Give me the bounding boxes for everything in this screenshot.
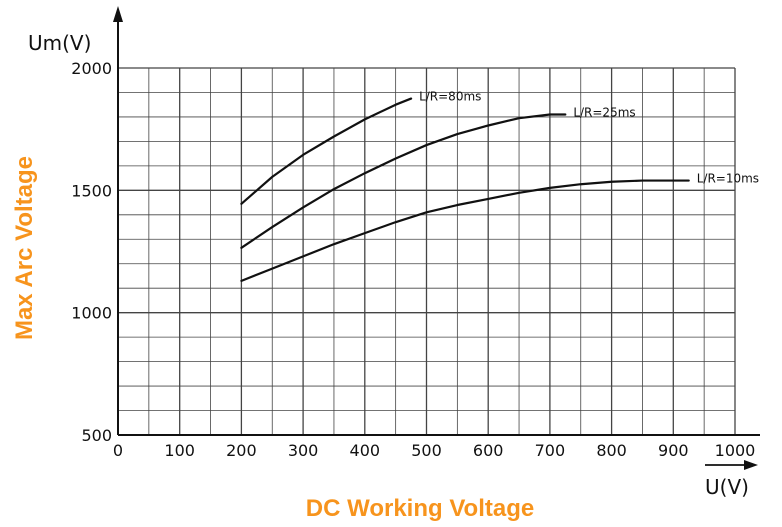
x-tick-label: 600	[473, 441, 504, 460]
y-tick-label: 2000	[71, 59, 112, 78]
x-tick-label: 500	[411, 441, 442, 460]
axes	[113, 6, 760, 470]
series-label-1: L/R=80ms	[419, 90, 481, 104]
x-tick-label: 400	[350, 441, 381, 460]
x-tick-labels: 0 100 200 300 400 500 600 700 800 900 1000	[113, 441, 755, 460]
series-label-3: L/R=10ms	[697, 172, 759, 186]
x-unit-arrow	[744, 460, 758, 470]
x-tick-label: 700	[535, 441, 566, 460]
series-label-2: L/R=25ms	[573, 105, 635, 119]
x-tick-label: 1000	[715, 441, 756, 460]
y-axis-arrow	[113, 6, 123, 22]
series-line-2	[241, 114, 565, 247]
y-tick-label: 1500	[71, 181, 112, 200]
y-tick-label: 500	[81, 426, 112, 445]
x-tick-label: 200	[226, 441, 257, 460]
y-unit-label: Um(V)	[28, 31, 91, 55]
x-axis-title: DC Working Voltage	[306, 495, 534, 522]
x-unit-label: U(V)	[705, 475, 749, 499]
x-tick-label: 100	[164, 441, 195, 460]
x-tick-label: 300	[288, 441, 319, 460]
series-line-1	[241, 99, 411, 204]
y-tick-label: 1000	[71, 304, 112, 323]
grid-lines	[118, 68, 735, 435]
x-tick-label: 800	[596, 441, 627, 460]
x-tick-label: 0	[113, 441, 123, 460]
y-tick-labels: 500 1000 1500 2000	[71, 59, 112, 445]
x-tick-label: 900	[658, 441, 689, 460]
data-series: L/R=80ms L/R=25ms L/R=10ms	[241, 90, 759, 281]
y-axis-title: Max Arc Voltage	[11, 156, 38, 340]
series-line-3	[241, 181, 688, 281]
